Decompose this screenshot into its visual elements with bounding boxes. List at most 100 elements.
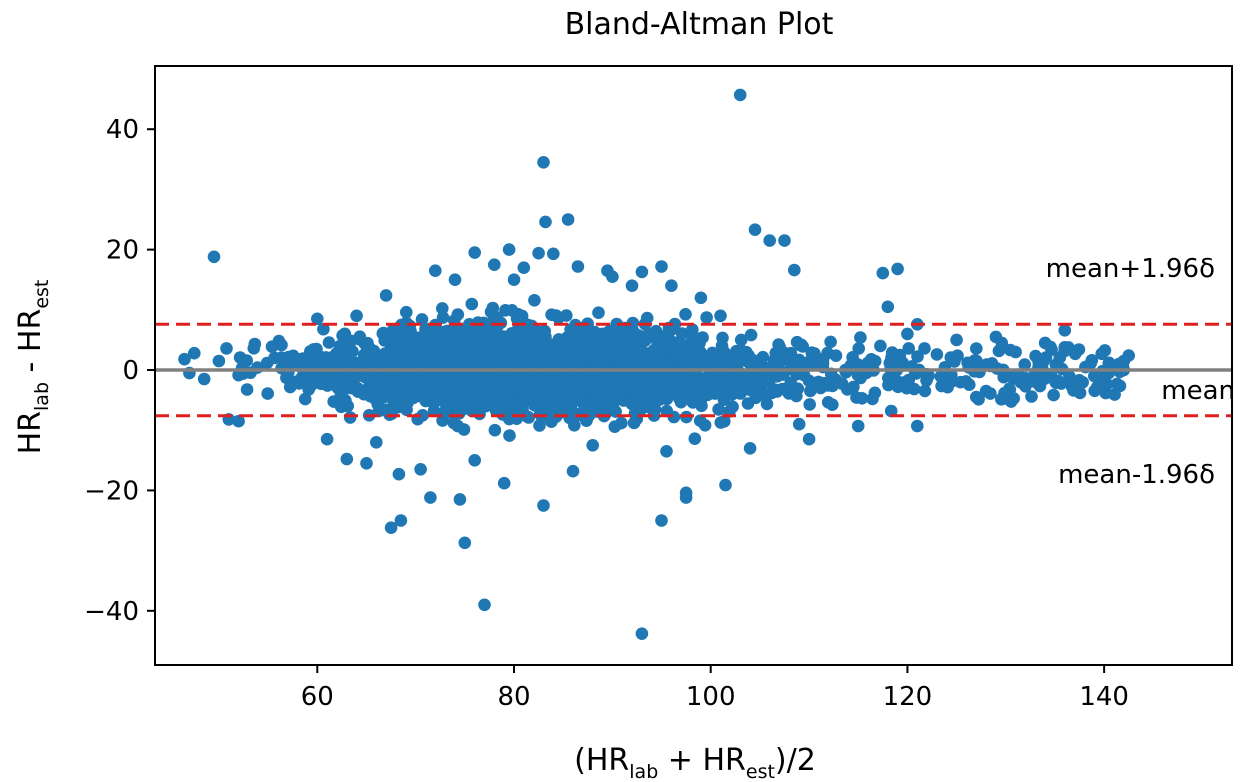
data-point	[970, 342, 983, 355]
data-point	[995, 393, 1008, 406]
data-point	[1018, 358, 1031, 371]
data-point	[572, 373, 585, 386]
data-point	[756, 350, 770, 364]
upper-loa-annotation: mean+1.96δ	[1046, 254, 1215, 284]
data-point	[345, 381, 358, 395]
data-point	[884, 404, 898, 418]
data-point	[436, 302, 449, 315]
data-point	[866, 392, 879, 406]
data-point	[805, 346, 819, 360]
data-point	[517, 261, 531, 275]
data-point	[1102, 356, 1116, 370]
data-point	[506, 350, 520, 363]
data-point	[778, 234, 791, 247]
data-point	[733, 88, 747, 102]
data-point	[685, 369, 699, 382]
data-point	[835, 377, 849, 391]
data-point	[963, 378, 976, 392]
data-point	[635, 627, 649, 640]
data-point	[638, 334, 652, 347]
data-point	[468, 454, 482, 467]
data-point	[379, 289, 393, 302]
data-point	[809, 356, 822, 370]
data-point	[304, 345, 317, 358]
data-point	[418, 351, 432, 364]
data-point	[700, 311, 713, 324]
data-point	[1098, 344, 1112, 357]
data-point	[584, 342, 597, 355]
data-point	[484, 305, 498, 319]
data-point	[802, 432, 816, 446]
data-point	[384, 380, 398, 393]
data-point	[901, 327, 914, 341]
data-point	[299, 370, 313, 384]
data-point	[603, 324, 617, 338]
data-point	[401, 330, 415, 343]
data-point	[660, 445, 673, 458]
data-point	[178, 352, 191, 366]
data-point	[885, 346, 899, 359]
scatter-points	[178, 88, 1135, 640]
data-point	[744, 328, 758, 342]
data-point	[436, 311, 450, 324]
data-point	[235, 361, 249, 375]
data-point	[544, 408, 557, 422]
data-point	[473, 407, 486, 421]
data-point	[424, 491, 437, 504]
data-point	[275, 361, 288, 375]
data-point	[627, 416, 641, 430]
data-point	[603, 400, 617, 414]
data-point	[493, 400, 507, 414]
y-axis-label: HRlab - HRest	[13, 280, 53, 455]
data-point	[1038, 336, 1052, 350]
data-point	[944, 351, 958, 364]
data-point	[740, 371, 753, 385]
data-point	[360, 457, 373, 470]
data-point	[394, 514, 408, 527]
data-point	[546, 395, 559, 408]
data-point	[620, 345, 633, 358]
x-tick-label: 140	[1079, 682, 1129, 712]
data-point	[763, 234, 776, 247]
data-point	[670, 348, 683, 362]
x-axis-label: (HRlab + HRest)/2	[574, 743, 816, 782]
data-point	[502, 243, 516, 256]
data-point	[660, 370, 674, 384]
data-point	[693, 414, 707, 428]
data-point	[282, 350, 295, 364]
data-point	[456, 340, 469, 353]
data-point	[484, 392, 498, 406]
data-point	[716, 331, 729, 345]
data-point	[188, 346, 201, 360]
data-point	[608, 348, 622, 362]
data-point	[855, 392, 869, 405]
data-point	[792, 417, 806, 431]
data-point	[409, 339, 423, 353]
data-point	[320, 432, 334, 446]
data-point	[321, 379, 334, 392]
data-point	[340, 452, 354, 466]
data-point	[197, 372, 211, 386]
data-point	[757, 368, 771, 382]
data-point	[429, 264, 442, 278]
chart-title: Bland-Altman Plot	[565, 7, 834, 42]
data-point	[1108, 388, 1121, 401]
data-point	[353, 330, 367, 344]
data-point	[891, 262, 904, 276]
data-point	[251, 361, 264, 374]
data-point	[240, 383, 254, 396]
data-point	[518, 390, 532, 404]
data-point	[444, 371, 457, 385]
data-point	[584, 324, 597, 338]
data-point	[735, 344, 748, 358]
y-tick-label: 40	[106, 115, 139, 145]
data-point	[793, 338, 807, 352]
data-point	[471, 391, 485, 405]
data-point	[803, 398, 816, 411]
data-point	[343, 411, 357, 424]
data-point	[523, 381, 536, 394]
data-point	[393, 358, 407, 371]
data-point	[716, 375, 729, 389]
data-point	[609, 385, 622, 399]
data-point	[814, 381, 827, 395]
